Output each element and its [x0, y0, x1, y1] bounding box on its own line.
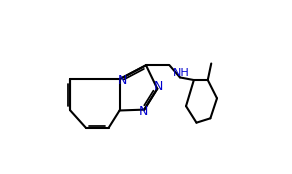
Text: N: N [139, 105, 148, 118]
Text: N: N [154, 81, 163, 93]
Text: NH: NH [173, 68, 190, 78]
Text: N: N [117, 74, 127, 86]
